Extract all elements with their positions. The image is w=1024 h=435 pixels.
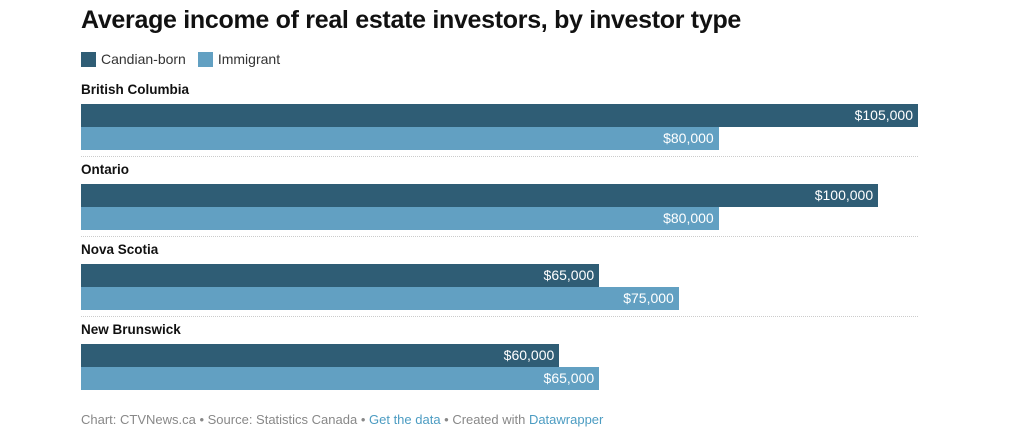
group-label: Nova Scotia [81, 242, 159, 257]
get-the-data-link[interactable]: Get the data [369, 412, 441, 427]
legend-label: Immigrant [217, 51, 281, 67]
value-label: $75,000 [623, 290, 674, 306]
bar-chart: British Columbia $105,000 $80,000 Ontario $1… [81, 82, 918, 390]
value-label: $105,000 [854, 107, 913, 123]
value-label: $65,000 [543, 370, 595, 386]
group-label: Ontario [81, 162, 130, 177]
bar: $60,000 [81, 344, 560, 367]
bar: $65,000 [81, 367, 600, 390]
group-label: British Columbia [81, 82, 190, 97]
bar: $100,000 [81, 184, 879, 207]
value-label: $65,000 [543, 267, 595, 283]
value-label: $80,000 [663, 210, 714, 226]
bar: $105,000 [81, 104, 918, 127]
datawrapper-link[interactable]: Datawrapper [528, 412, 604, 427]
bar: $80,000 [81, 207, 719, 230]
bar: $75,000 [81, 287, 679, 310]
chart-title: Average income of real estate investors,… [81, 6, 742, 34]
legend-label: Candian-born [101, 51, 186, 67]
legend-swatch [81, 51, 96, 67]
separator [81, 316, 918, 317]
value-label: $60,000 [503, 347, 555, 363]
legend-item-immigrant: Immigrant [197, 51, 281, 67]
footer: Chart: CTVNews.ca • Source: Statistics C… [81, 412, 603, 427]
footer-source: Chart: CTVNews.ca • Source: Statistics C… [81, 412, 369, 427]
value-label: $100,000 [814, 187, 874, 203]
legend: Candian-born Immigrant [81, 51, 292, 67]
bar: $65,000 [81, 264, 600, 287]
bar: $80,000 [81, 127, 719, 150]
separator [81, 156, 918, 157]
footer-created: • Created with [440, 412, 529, 427]
legend-swatch [197, 51, 213, 67]
group-label: New Brunswick [81, 322, 181, 337]
legend-item-canadian-born: Candian-born [81, 51, 186, 67]
value-label: $80,000 [663, 130, 714, 146]
separator [81, 236, 918, 237]
